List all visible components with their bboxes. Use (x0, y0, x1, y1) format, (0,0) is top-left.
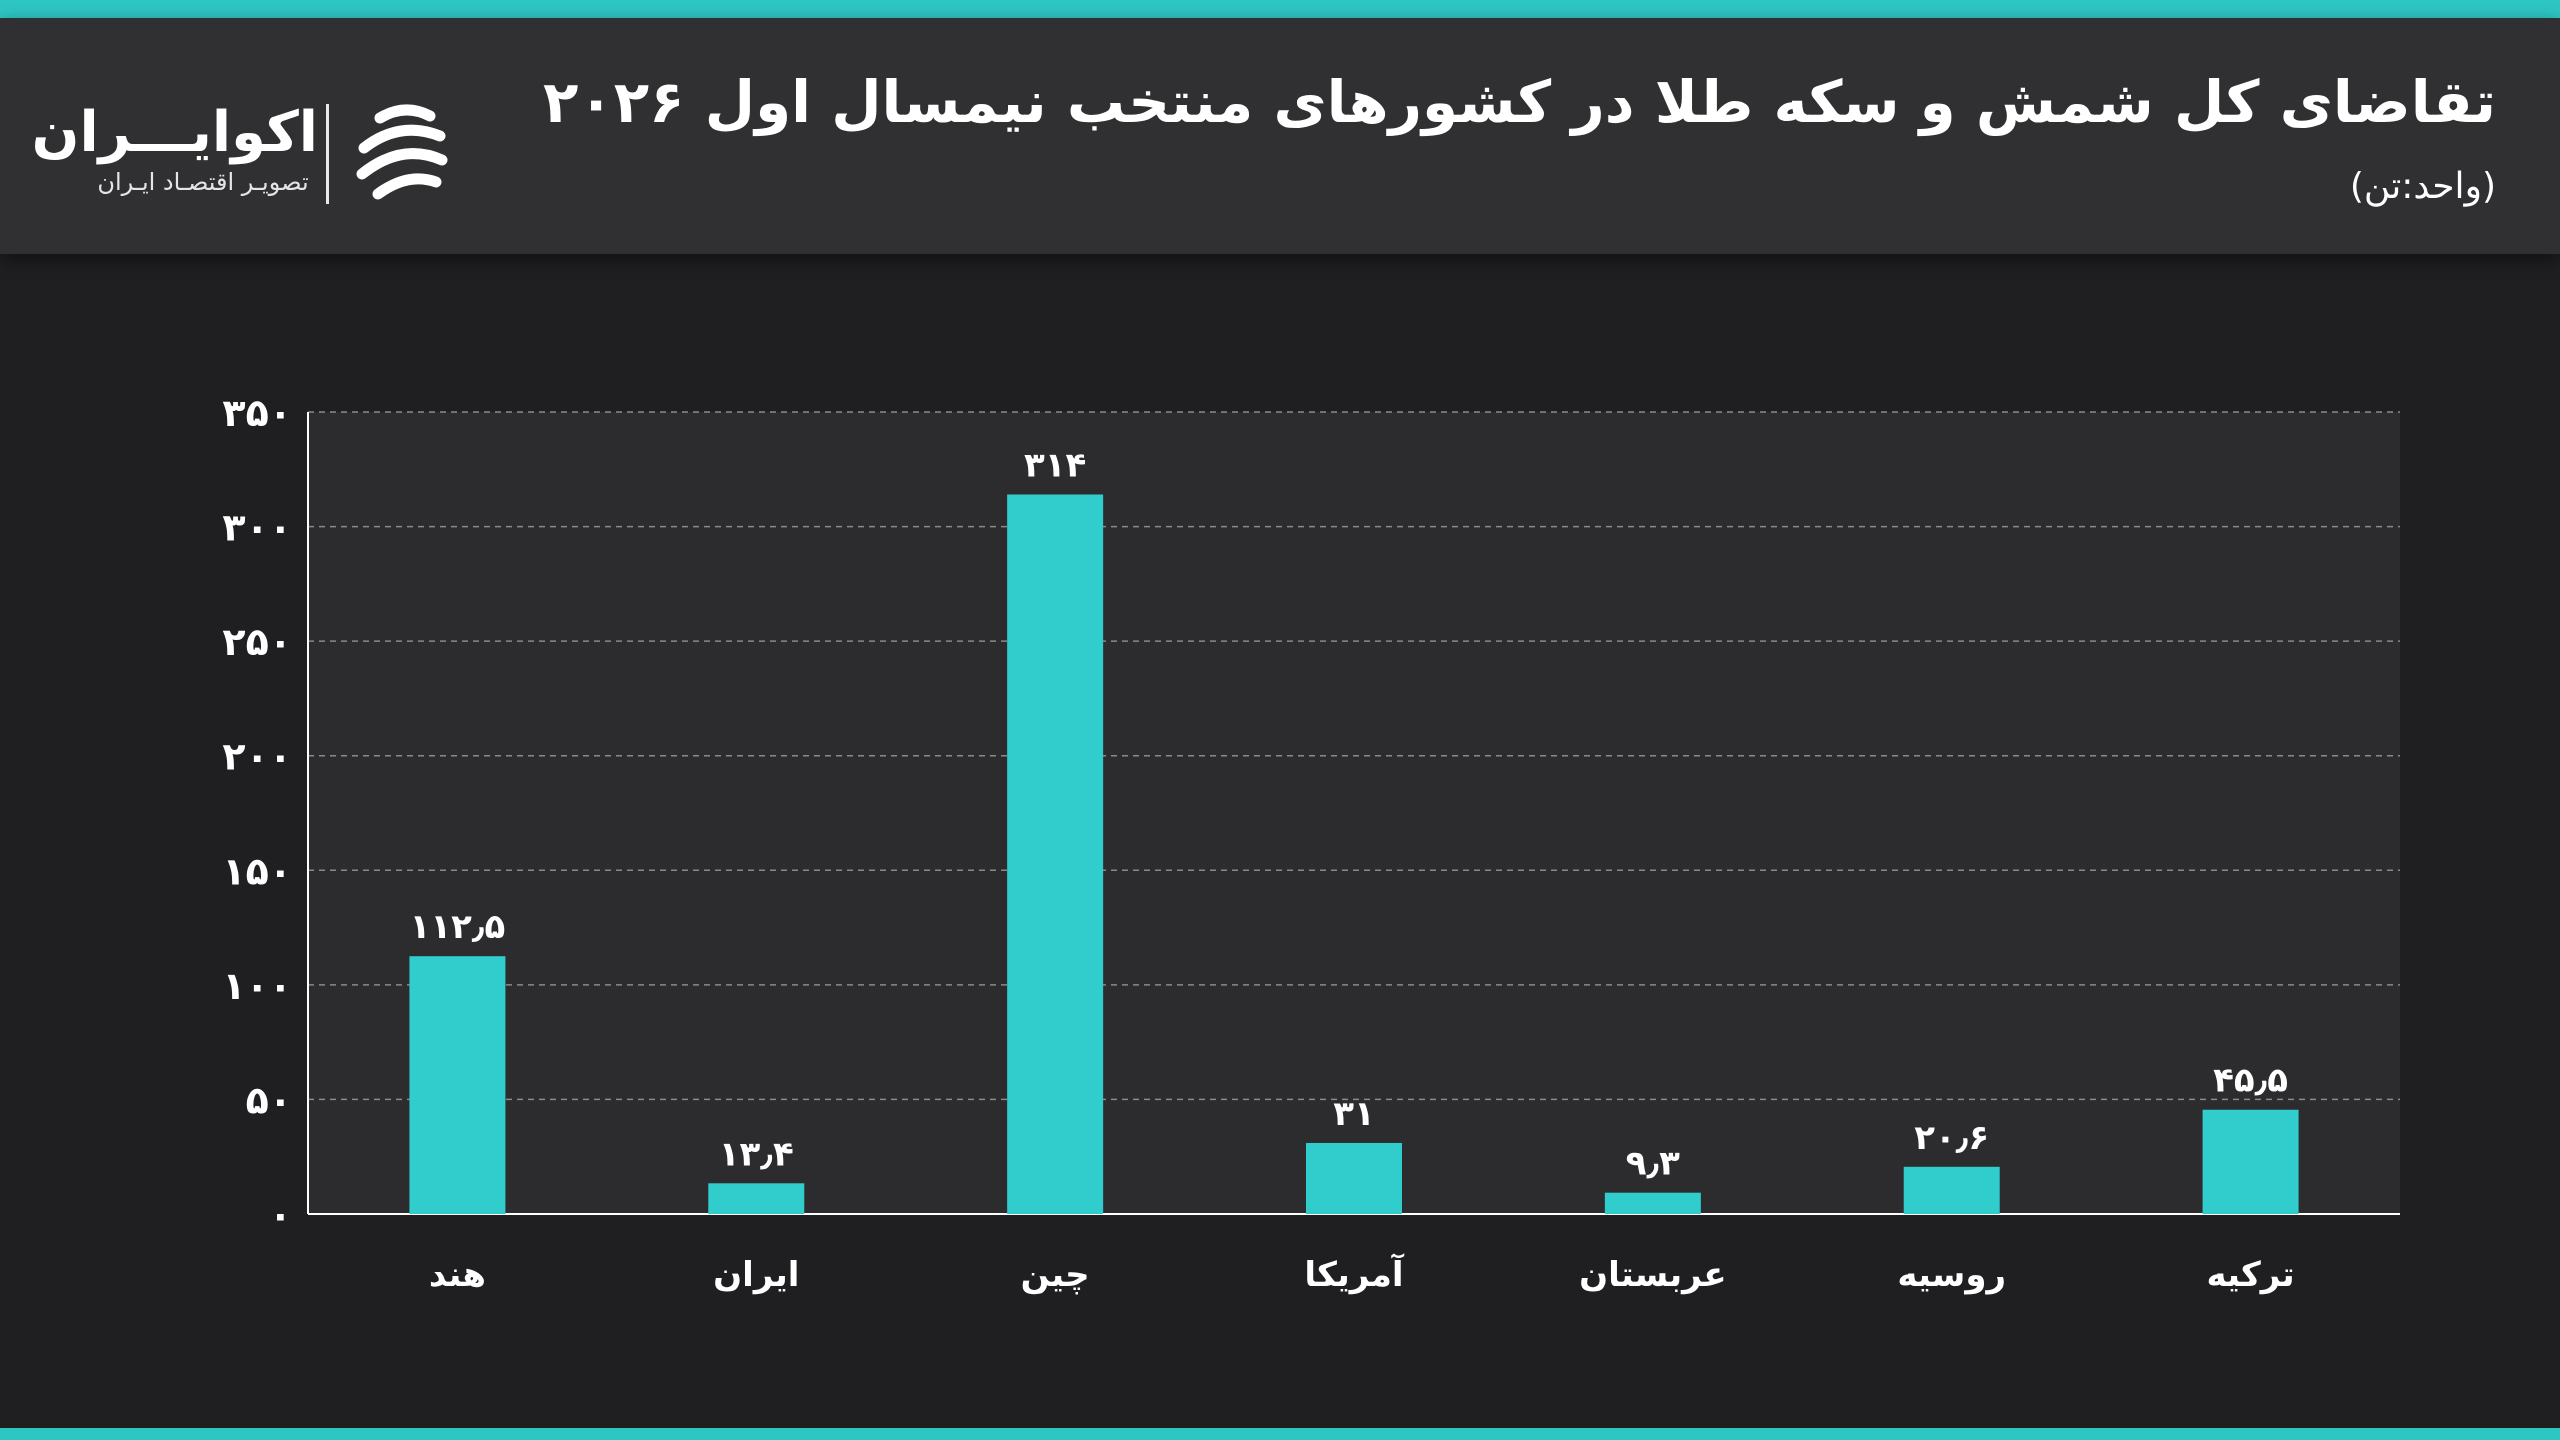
bar (1903, 1166, 2000, 1214)
chart-title: تقاضای کل شمش و سکه طلا در کشورهای منتخب… (542, 68, 2496, 136)
bar (1604, 1192, 1701, 1214)
x-tick-label: آمریکا (1304, 1253, 1405, 1295)
x-tick-label: ایران (713, 1255, 799, 1295)
y-tick-label: ۲۵۰ (222, 620, 292, 664)
x-tick-label: روسیه (1897, 1255, 2006, 1295)
logo-divider (326, 104, 329, 204)
brand-name: اکوایـــران (31, 100, 318, 165)
y-tick-label: ۵۰ (246, 1078, 292, 1122)
bar (1007, 494, 1104, 1214)
chart-unit-subtitle: (واحد:تن) (2349, 166, 2496, 207)
data-label: ۳۱ (1333, 1094, 1375, 1134)
y-tick-label: ۰ (269, 1193, 292, 1237)
data-label: ۱۳٫۴ (719, 1134, 794, 1174)
bar (1306, 1142, 1402, 1214)
x-tick-label: عربستان (1579, 1255, 1726, 1295)
x-tick-label: چین (1021, 1255, 1090, 1295)
bar (2202, 1109, 2299, 1214)
x-tick-label: ترکیه (2206, 1255, 2294, 1295)
bar (708, 1183, 805, 1214)
data-label: ۴۵٫۵ (2213, 1061, 2288, 1101)
y-tick-label: ۳۵۰ (222, 391, 292, 435)
y-tick-label: ۱۵۰ (222, 849, 292, 893)
brand-logo-icon (356, 104, 448, 200)
brand-tagline: تصویـر اقتصـاد ایـران (97, 168, 309, 196)
data-label: ۲۰٫۶ (1914, 1118, 1989, 1158)
y-tick-label: ۱۰۰ (222, 964, 292, 1008)
y-tick-label: ۳۰۰ (222, 506, 292, 550)
x-tick-label: هند (429, 1255, 486, 1295)
top-accent-strip (0, 0, 2560, 18)
plot-area (308, 412, 2400, 1214)
data-label: ۱۱۲٫۵ (410, 907, 506, 947)
header-bar: تقاضای کل شمش و سکه طلا در کشورهای منتخب… (0, 18, 2560, 254)
data-label: ۳۱۴ (1024, 445, 1086, 485)
bottom-accent-strip (0, 1428, 2560, 1440)
y-tick-label: ۲۰۰ (222, 735, 292, 779)
data-label: ۹٫۳ (1626, 1144, 1680, 1184)
bar (409, 956, 506, 1214)
